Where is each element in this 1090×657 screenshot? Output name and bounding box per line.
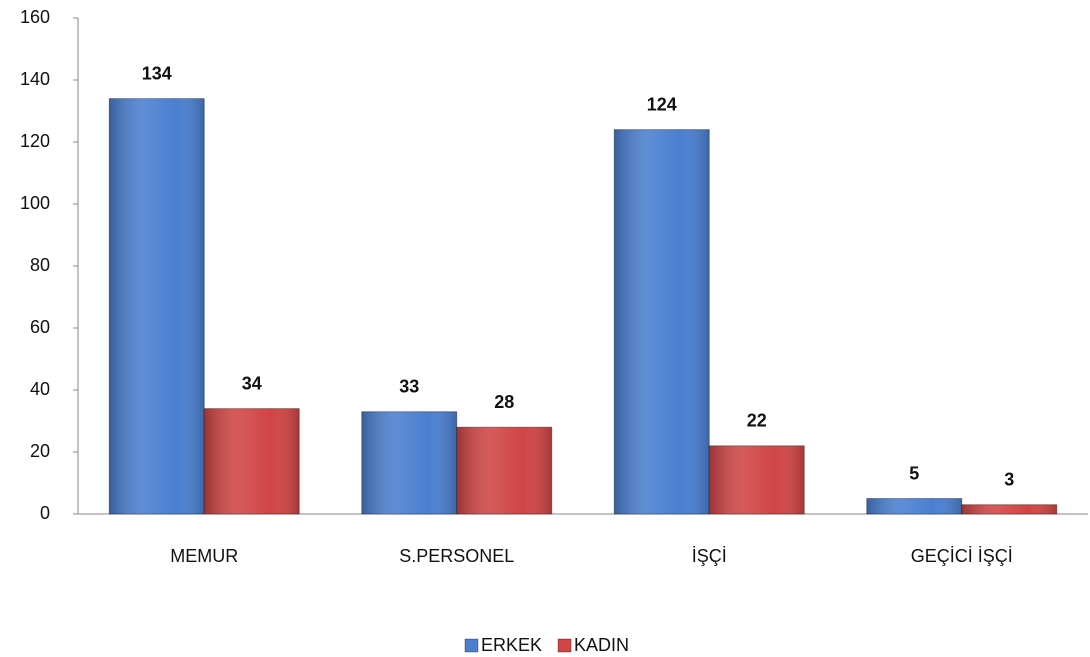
data-label: 34 xyxy=(242,373,262,393)
data-label: 124 xyxy=(647,94,677,114)
y-tick-label: 20 xyxy=(30,441,50,461)
bar-shade xyxy=(961,504,1057,514)
y-tick-label: 80 xyxy=(30,255,50,275)
x-tick-label: GEÇİCİ İŞÇİ xyxy=(911,546,1013,566)
x-tick-label: İŞÇİ xyxy=(692,546,727,566)
y-tick-label: 160 xyxy=(20,7,50,27)
legend-swatch xyxy=(557,638,572,653)
x-tick-label: MEMUR xyxy=(170,546,238,566)
data-label: 5 xyxy=(909,463,919,483)
x-tick-label: S.PERSONEL xyxy=(399,546,514,566)
bar-shade xyxy=(361,411,457,514)
data-label: 33 xyxy=(399,376,419,396)
bar-shade xyxy=(456,427,552,514)
bar-shade xyxy=(109,98,205,514)
bar-shade xyxy=(204,408,300,514)
y-tick-label: 40 xyxy=(30,379,50,399)
data-label: 134 xyxy=(142,63,172,83)
y-tick-label: 0 xyxy=(40,503,50,523)
legend-label: ERKEK xyxy=(481,635,542,655)
bar-shade xyxy=(866,498,962,514)
bar-shade xyxy=(709,445,805,514)
legend-swatch xyxy=(464,638,479,653)
y-tick-label: 100 xyxy=(20,193,50,213)
y-tick-label: 120 xyxy=(20,131,50,151)
y-tick-label: 140 xyxy=(20,69,50,89)
y-tick-label: 60 xyxy=(30,317,50,337)
bar-shade xyxy=(614,129,710,514)
data-label: 3 xyxy=(1004,469,1014,489)
legend-label: KADIN xyxy=(574,635,629,655)
data-label: 22 xyxy=(747,411,767,431)
data-label: 28 xyxy=(494,392,514,412)
